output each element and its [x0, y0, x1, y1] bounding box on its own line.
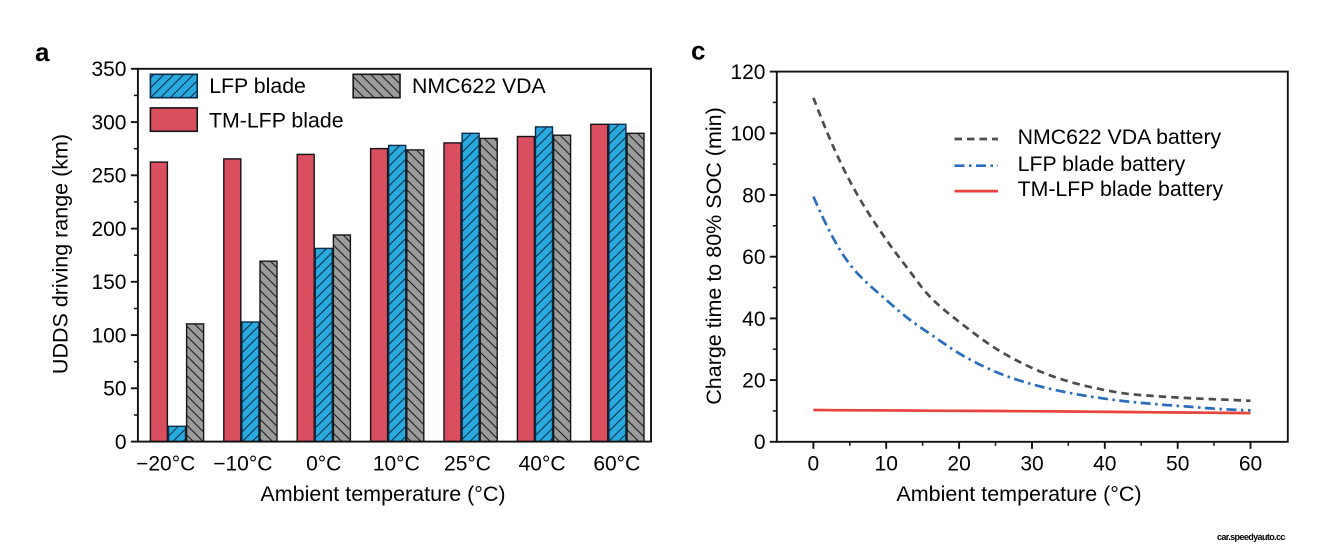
svg-text:60: 60 — [1239, 453, 1262, 476]
svg-text:50: 50 — [1166, 453, 1189, 476]
svg-text:40: 40 — [742, 308, 765, 331]
svg-text:60°C: 60°C — [593, 453, 640, 476]
svg-text:−20°C: −20°C — [136, 453, 195, 476]
svg-text:120: 120 — [730, 61, 765, 84]
svg-text:300: 300 — [91, 112, 126, 135]
svg-text:150: 150 — [91, 271, 126, 294]
svg-text:UDDS driving range (km): UDDS driving range (km) — [49, 134, 73, 374]
svg-text:c: c — [691, 36, 705, 66]
svg-text:80: 80 — [742, 184, 765, 207]
svg-text:−10°C: −10°C — [213, 453, 272, 476]
svg-text:20: 20 — [742, 370, 765, 393]
svg-text:Ambient temperature (°C): Ambient temperature (°C) — [260, 482, 505, 506]
svg-text:Charge time to 80% SOC (min): Charge time to 80% SOC (min) — [702, 107, 726, 405]
svg-text:TM-LFP blade battery: TM-LFP blade battery — [1018, 177, 1224, 201]
svg-text:0: 0 — [754, 431, 766, 454]
svg-text:200: 200 — [91, 218, 126, 241]
svg-text:250: 250 — [91, 165, 126, 188]
svg-text:Ambient temperature (°C): Ambient temperature (°C) — [896, 482, 1141, 506]
svg-text:LFP blade: LFP blade — [209, 74, 306, 98]
svg-text:10: 10 — [875, 453, 898, 476]
svg-text:TM-LFP blade: TM-LFP blade — [209, 108, 344, 132]
svg-text:25°C: 25°C — [444, 453, 491, 476]
svg-text:NMC622 VDA battery: NMC622 VDA battery — [1018, 125, 1222, 149]
svg-text:0: 0 — [115, 431, 127, 454]
svg-text:0°C: 0°C — [306, 453, 341, 476]
svg-text:60: 60 — [742, 246, 765, 269]
svg-text:LFP blade battery: LFP blade battery — [1018, 152, 1186, 176]
svg-text:10°C: 10°C — [373, 453, 420, 476]
svg-text:40°C: 40°C — [519, 453, 566, 476]
svg-text:30: 30 — [1020, 453, 1043, 476]
svg-text:20: 20 — [947, 453, 970, 476]
svg-text:50: 50 — [103, 378, 126, 401]
svg-text:100: 100 — [91, 325, 126, 348]
svg-text:350: 350 — [91, 58, 126, 81]
svg-text:40: 40 — [1093, 453, 1116, 476]
svg-text:a: a — [35, 37, 50, 67]
svg-text:NMC622 VDA: NMC622 VDA — [412, 74, 547, 98]
svg-text:100: 100 — [730, 123, 765, 146]
svg-text:0: 0 — [808, 453, 820, 476]
svg-text:car.speedyauto.cc: car.speedyauto.cc — [1217, 532, 1285, 542]
